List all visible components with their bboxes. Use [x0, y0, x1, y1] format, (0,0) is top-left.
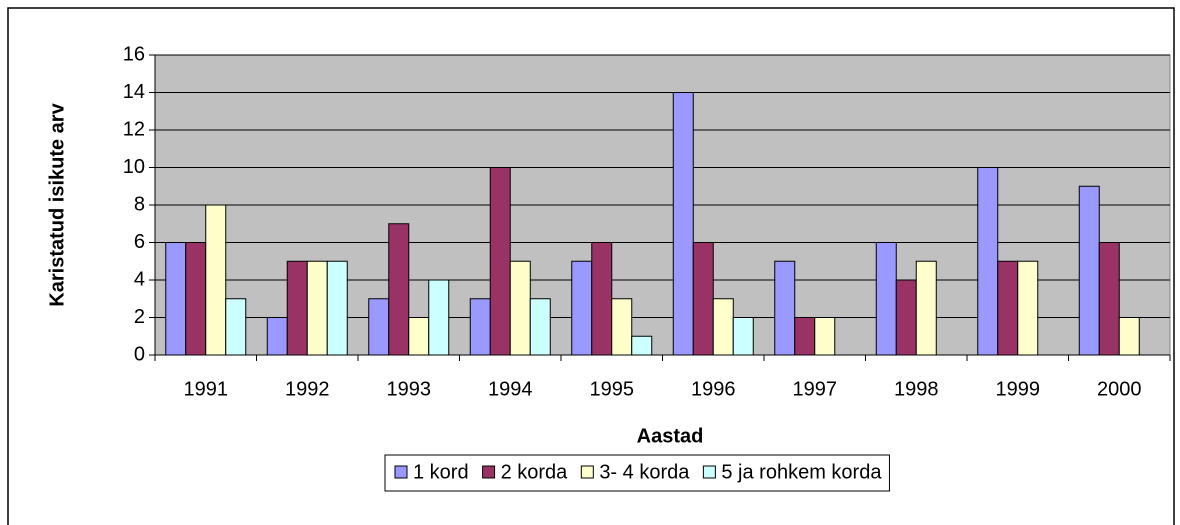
y-tick-label: 12 [123, 118, 145, 140]
x-tick-label: 1997 [793, 378, 838, 400]
y-tick-label: 8 [134, 193, 145, 215]
x-axis-label: Aastad [637, 425, 704, 447]
legend-label: 5 ja rohkem korda [721, 461, 882, 483]
bar [672, 92, 694, 356]
bar [915, 260, 937, 356]
bar [225, 298, 247, 356]
x-tick-label: 1998 [894, 378, 939, 400]
bar [388, 223, 410, 356]
y-tick-label: 0 [134, 343, 145, 365]
y-tick-label: 4 [134, 268, 145, 290]
bar [529, 298, 551, 356]
bar [428, 279, 450, 356]
legend-swatch [702, 465, 716, 479]
x-tick-label: 1992 [285, 378, 330, 400]
bar [1017, 260, 1039, 356]
bar [732, 317, 754, 356]
bar [408, 317, 430, 356]
legend [384, 454, 890, 492]
bar [205, 204, 227, 356]
legend-label: 2 korda [501, 461, 569, 483]
x-tick-label: 1996 [691, 378, 736, 400]
bar [997, 260, 1019, 356]
y-tick-label: 2 [134, 306, 145, 328]
x-tick-label: 1991 [184, 378, 229, 400]
bar [571, 260, 593, 356]
bar [1078, 185, 1100, 356]
bar [591, 242, 613, 356]
bar [286, 260, 308, 356]
bar [712, 298, 734, 356]
bar [692, 242, 714, 356]
bar [368, 298, 390, 356]
bar [794, 317, 816, 356]
legend-swatch [580, 465, 594, 479]
bar [509, 260, 531, 356]
bar [1118, 317, 1140, 356]
y-tick-label: 14 [123, 81, 145, 103]
x-tick-label: 1994 [488, 378, 533, 400]
bar [631, 335, 653, 356]
x-tick-label: 1995 [590, 378, 635, 400]
y-tick-label: 6 [134, 231, 145, 253]
y-tick-label: 16 [123, 43, 145, 65]
x-tick-label: 1999 [996, 378, 1041, 400]
x-tick-label: 2000 [1097, 378, 1142, 400]
bar [489, 167, 511, 356]
x-tick-label: 1993 [387, 378, 432, 400]
bar [165, 242, 187, 356]
legend-label: 3- 4 korda [599, 461, 690, 483]
bar [326, 260, 348, 356]
bar [814, 317, 836, 356]
legend-label: 1 kord [413, 461, 469, 483]
legend-swatch [482, 465, 496, 479]
bar [306, 260, 328, 356]
bar [977, 167, 999, 356]
bar [185, 242, 207, 356]
bar [895, 279, 917, 356]
y-tick-label: 10 [123, 156, 145, 178]
bar [611, 298, 633, 356]
bar [469, 298, 491, 356]
bar [875, 242, 897, 356]
y-axis-label: Karistatud isikute arv [46, 102, 68, 306]
bar [774, 260, 796, 356]
legend-swatch [394, 465, 408, 479]
bar [1098, 242, 1120, 356]
bar [266, 317, 288, 356]
